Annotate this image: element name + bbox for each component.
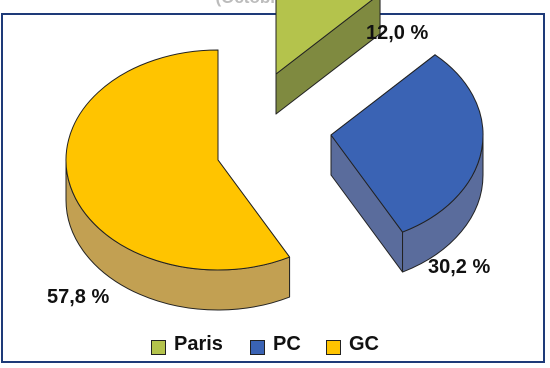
slice-label-gc: 57,8 % — [47, 286, 110, 308]
legend-label-gc: GC — [349, 333, 379, 355]
legend-item-pc: PC — [250, 333, 301, 356]
legend-item-paris: Paris — [151, 333, 223, 356]
slice-gc — [65, 49, 291, 271]
chart-title-strip: (Octobre 2012) — [0, 0, 550, 14]
legend-swatch-gc — [326, 339, 341, 355]
slice-label-pc: 30,2 % — [428, 256, 491, 278]
slice-paris — [275, 0, 373, 75]
slice-pc — [330, 54, 484, 233]
legend-label-paris: Paris — [174, 333, 223, 355]
legend-item-gc: GC — [326, 333, 379, 356]
slice-label-paris: 12,0 % — [366, 22, 429, 44]
legend-label-pc: PC — [273, 333, 301, 355]
legend-swatch-paris — [151, 339, 166, 355]
legend-swatch-pc — [250, 339, 265, 355]
chart-title: (Octobre 2012) — [0, 0, 550, 8]
